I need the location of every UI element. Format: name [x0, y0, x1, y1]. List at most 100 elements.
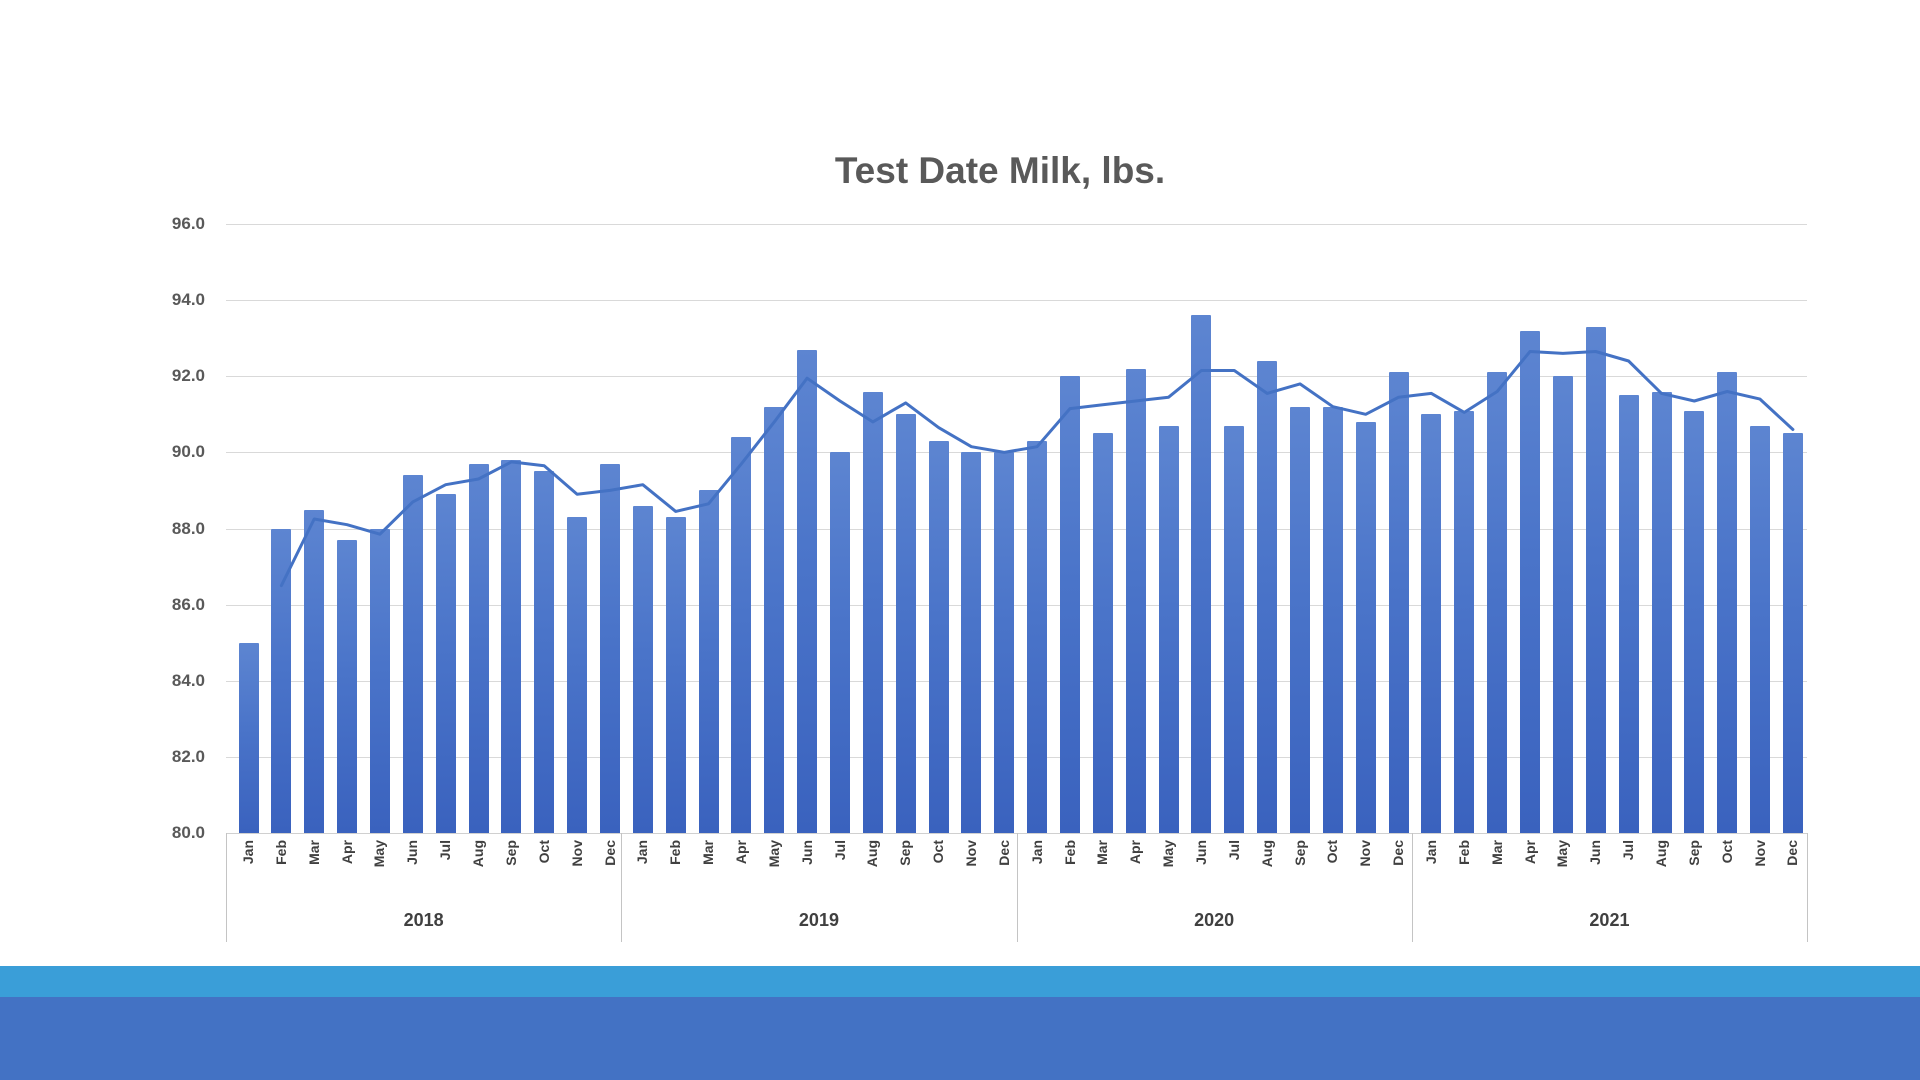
x-label-2020-Apr: Apr	[1127, 840, 1144, 865]
year-separator-1	[621, 833, 623, 942]
bar-2018-Mar	[304, 509, 325, 833]
bar-2021-Jan	[1421, 414, 1442, 833]
x-label-2019-Feb: Feb	[667, 840, 684, 865]
x-label-2018-Aug: Aug	[470, 840, 486, 868]
footer-band-dark	[0, 997, 1920, 1080]
year-separator-0	[226, 833, 227, 942]
x-label-2020-Dec: Dec	[1390, 840, 1407, 866]
x-label-2020-Nov: Nov	[1357, 840, 1374, 867]
x-label-2021-Feb: Feb	[1455, 840, 1472, 865]
y-axis-tick-96.0: 96.0	[171, 214, 205, 233]
bar-2018-Aug	[468, 463, 489, 833]
y-axis-tick-82.0: 82.0	[171, 746, 205, 766]
year-label-2019: 2019	[798, 910, 839, 930]
x-label-2019-Nov: Nov	[962, 840, 979, 867]
x-label-2020-Jun: Jun	[1192, 840, 1209, 865]
x-label-2021-Sep: Sep	[1685, 840, 1702, 866]
x-label-2021-Apr: Apr	[1521, 840, 1538, 865]
bar-2019-Dec	[994, 452, 1015, 833]
x-label-2020-Jan: Jan	[1028, 840, 1045, 865]
bar-2020-Oct	[1322, 406, 1343, 833]
x-label-2021-Jun: Jun	[1587, 840, 1604, 865]
x-label-2021-May: May	[1554, 840, 1571, 868]
bar-2019-Jul	[830, 452, 850, 833]
year-separator-2	[1016, 833, 1018, 942]
x-label-2018-May: May	[371, 840, 388, 868]
y-axis-tick-90.0: 90.0	[171, 442, 205, 462]
bar-2020-Sep	[1290, 406, 1310, 833]
gridline-94.0	[226, 300, 1807, 302]
bar-2020-Dec	[1388, 372, 1409, 833]
x-label-2019-Mar: Mar	[700, 840, 716, 865]
bar-2018-Apr	[337, 539, 358, 833]
y-axis-tick-94.0: 94.0	[171, 290, 205, 310]
x-label-2018-Dec: Dec	[601, 840, 618, 866]
x-label-2021-Aug: Aug	[1653, 840, 1669, 868]
x-label-2020-Mar: Mar	[1094, 840, 1111, 865]
year-label-2020: 2020	[1194, 910, 1235, 930]
gridline-96.0	[226, 224, 1807, 225]
bar-2019-May	[764, 406, 785, 833]
x-label-2019-Jan: Jan	[634, 840, 651, 865]
x-label-2019-Apr: Apr	[732, 840, 749, 865]
x-label-2019-Jul: Jul	[831, 840, 848, 861]
x-label-2020-Oct: Oct	[1324, 840, 1341, 864]
x-label-2021-Dec: Dec	[1784, 840, 1801, 866]
x-label-2018-Sep: Sep	[502, 840, 519, 866]
bar-2020-Aug	[1257, 361, 1278, 833]
bar-2021-Jul	[1618, 395, 1639, 833]
bar-2019-Jan	[632, 505, 653, 833]
bar-2021-Mar	[1487, 372, 1508, 833]
year-separator-4	[1807, 833, 1808, 942]
bar-2021-Jun	[1585, 326, 1606, 833]
x-label-2019-Dec: Dec	[995, 840, 1012, 866]
bar-2021-Nov	[1750, 425, 1770, 833]
x-label-2021-Oct: Oct	[1718, 840, 1735, 864]
bar-2019-Oct	[928, 441, 949, 833]
x-label-2020-Sep: Sep	[1291, 840, 1308, 866]
footer-band-light	[0, 966, 1920, 997]
y-axis-tick-92.0: 92.0	[171, 366, 205, 386]
x-label-2021-Nov: Nov	[1751, 840, 1768, 867]
x-label-2019-Jun: Jun	[798, 840, 815, 865]
bar-2020-Mar	[1092, 433, 1113, 833]
y-axis-tick-88.0: 88.0	[171, 518, 205, 538]
bar-2020-Feb	[1060, 376, 1080, 834]
bar-2019-Sep	[895, 414, 916, 833]
x-label-2020-Feb: Feb	[1061, 840, 1078, 865]
chart-title: Test Date Milk, lbs.	[834, 150, 1166, 191]
year-separator-3	[1411, 833, 1413, 942]
bar-2021-Oct	[1717, 372, 1738, 833]
bar-2020-Apr	[1125, 368, 1146, 833]
x-label-2020-May: May	[1160, 840, 1177, 868]
x-label-2021-Jan: Jan	[1422, 840, 1439, 865]
x-label-2020-Jul: Jul	[1225, 840, 1242, 861]
x-label-2018-Apr: Apr	[338, 840, 355, 865]
bar-2021-May	[1552, 376, 1573, 834]
x-label-2018-Jan: Jan	[240, 840, 256, 865]
bar-2018-Oct	[534, 471, 555, 833]
bar-2020-Jun	[1191, 315, 1212, 833]
bar-2018-Feb	[271, 528, 292, 833]
year-label-2018: 2018	[403, 910, 444, 930]
x-label-2021-Jul: Jul	[1620, 840, 1637, 861]
bar-2019-Mar	[698, 490, 719, 833]
bar-2021-Feb	[1454, 410, 1475, 833]
gridline-82.0	[226, 756, 1807, 758]
x-label-2018-Jul: Jul	[437, 840, 454, 861]
bar-2018-Sep	[501, 460, 522, 833]
bar-2020-Jan	[1027, 441, 1048, 833]
x-label-2018-Jun: Jun	[404, 840, 421, 865]
bar-2020-Nov	[1355, 421, 1376, 833]
x-label-2018-Feb: Feb	[272, 840, 289, 865]
bar-2019-Apr	[731, 437, 752, 833]
bar-2021-Sep	[1684, 410, 1705, 833]
bar-2020-Jul	[1224, 425, 1245, 833]
bar-2018-Nov	[567, 517, 588, 833]
x-label-2019-May: May	[765, 840, 782, 868]
x-label-2018-Nov: Nov	[568, 840, 585, 867]
y-axis-tick-84.0: 84.0	[171, 670, 205, 690]
year-label-2021: 2021	[1589, 910, 1630, 930]
